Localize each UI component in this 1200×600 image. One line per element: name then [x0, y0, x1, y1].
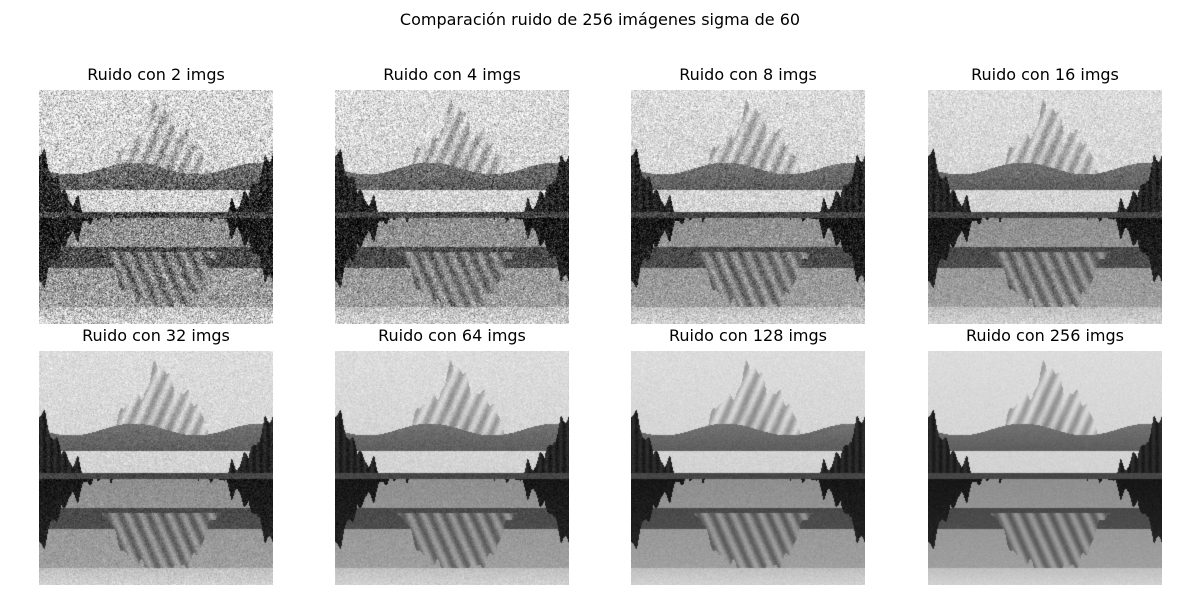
noisy-landscape-image-2 [39, 90, 273, 324]
panel-title-8: Ruido con 8 imgs [679, 65, 817, 84]
panel-title-256: Ruido con 256 imgs [966, 326, 1124, 345]
panel-title-16: Ruido con 16 imgs [971, 65, 1119, 84]
noisy-landscape-image-256 [928, 351, 1162, 585]
panel-title-64: Ruido con 64 imgs [378, 326, 526, 345]
noisy-landscape-image-128 [631, 351, 865, 585]
noisy-landscape-image-64 [335, 351, 569, 585]
panel-title-2: Ruido con 2 imgs [87, 65, 225, 84]
noisy-landscape-image-32 [39, 351, 273, 585]
panel-title-4: Ruido con 4 imgs [383, 65, 521, 84]
panel-title-128: Ruido con 128 imgs [669, 326, 827, 345]
figure-title: Comparación ruido de 256 imágenes sigma … [399, 10, 801, 29]
panel-title-32: Ruido con 32 imgs [82, 326, 230, 345]
noisy-landscape-image-16 [928, 90, 1162, 324]
noisy-landscape-image-4 [335, 90, 569, 324]
noisy-landscape-image-8 [631, 90, 865, 324]
